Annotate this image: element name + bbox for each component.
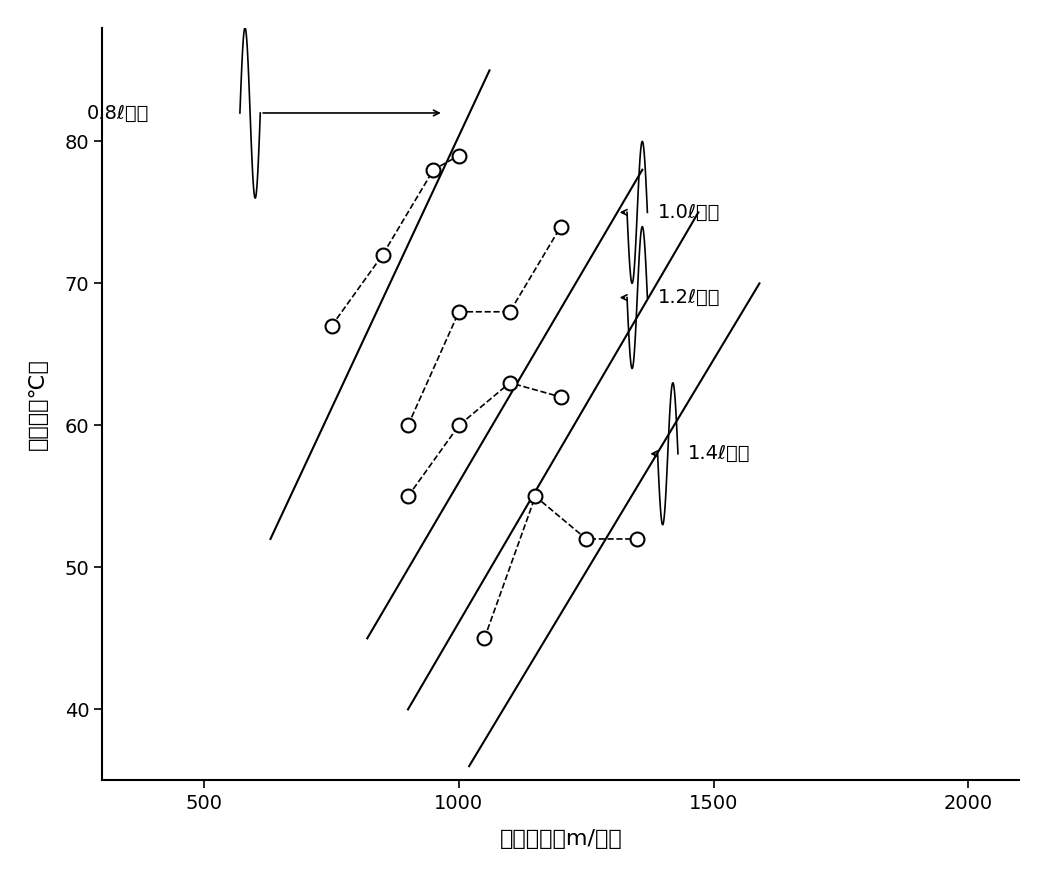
Point (476, 631, 493, 645)
Point (324, 319, 340, 333)
Y-axis label: 油　温（℃）: 油 温（℃） (28, 358, 48, 450)
Text: 1.2ℓ／分: 1.2ℓ／分 (658, 288, 720, 307)
Text: 1.0ℓ／分: 1.0ℓ／分 (658, 203, 720, 222)
Point (450, 304, 467, 318)
Point (527, 489, 543, 503)
Point (400, 418, 417, 432)
Point (578, 532, 595, 546)
Point (374, 248, 391, 262)
Text: 0.8ℓ／分: 0.8ℓ／分 (87, 103, 150, 123)
Point (502, 375, 518, 389)
Point (450, 148, 467, 162)
Point (553, 390, 570, 404)
Point (425, 163, 442, 177)
Point (450, 418, 467, 432)
Text: 1.4ℓ／分: 1.4ℓ／分 (688, 445, 751, 463)
Point (400, 489, 417, 503)
Point (502, 304, 518, 318)
Point (553, 219, 570, 233)
X-axis label: 抄紙速度（m/分）: 抄紙速度（m/分） (499, 830, 622, 849)
Point (629, 532, 646, 546)
